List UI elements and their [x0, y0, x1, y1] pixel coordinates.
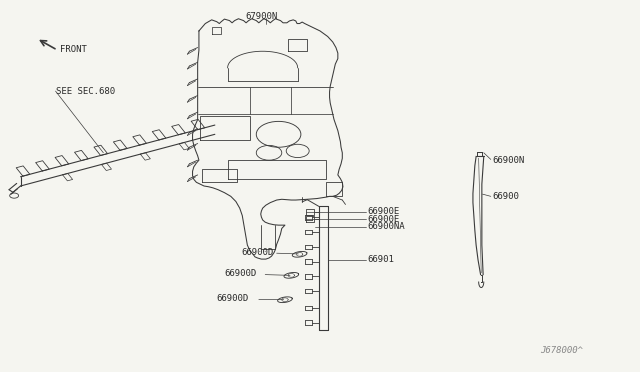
- Text: 66900D: 66900D: [217, 294, 249, 303]
- Text: 66900E: 66900E: [367, 215, 399, 224]
- Text: 66900N: 66900N: [492, 155, 524, 165]
- Text: FRONT: FRONT: [60, 45, 87, 54]
- Text: SEE SEC.680: SEE SEC.680: [56, 87, 115, 96]
- Text: 66900NA: 66900NA: [367, 222, 404, 231]
- Text: 66901: 66901: [367, 255, 394, 264]
- Text: 66900D: 66900D: [225, 269, 257, 278]
- Text: 66900D: 66900D: [241, 248, 273, 257]
- Text: 66900: 66900: [492, 192, 519, 201]
- Text: 67900N: 67900N: [246, 12, 278, 22]
- Text: J678000^: J678000^: [540, 346, 583, 355]
- Text: 66900E: 66900E: [367, 207, 399, 217]
